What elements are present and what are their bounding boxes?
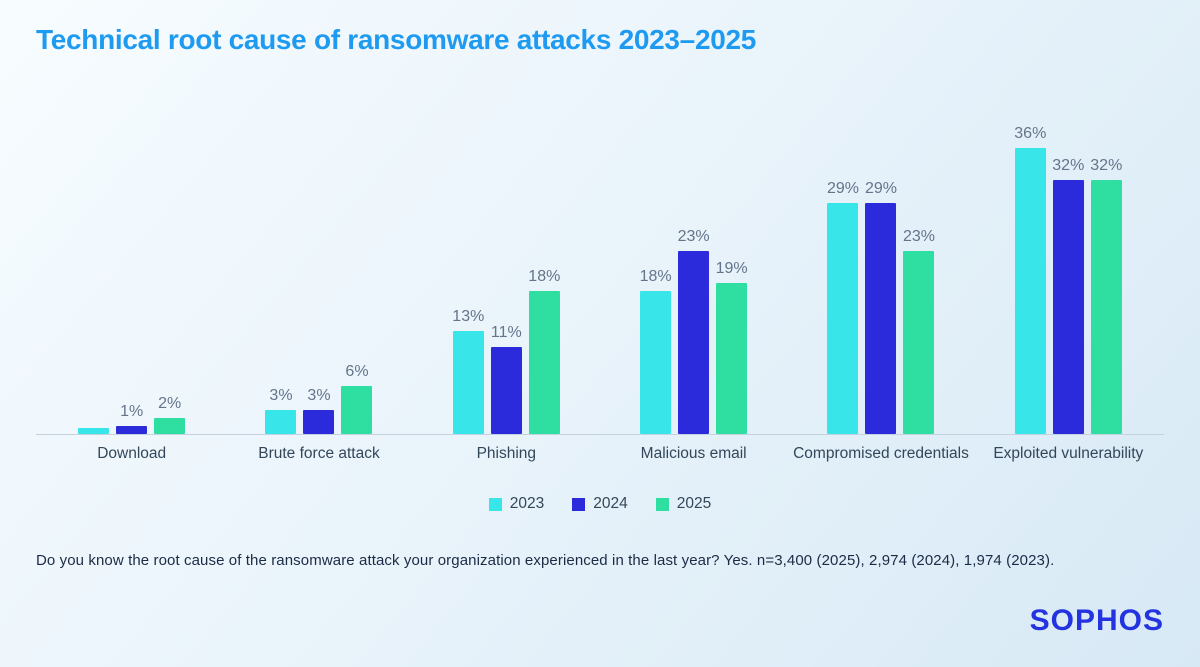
chart-title: Technical root cause of ransomware attac…	[36, 24, 757, 55]
value-label-2025-compromised-credentials: 23%	[902, 228, 935, 245]
legend-label-2023: 2023	[509, 495, 545, 512]
x-axis-line	[36, 434, 1164, 435]
bar-wrap-2024-download: 1%	[116, 403, 148, 434]
bar-cluster: 3% 3% 6%	[225, 363, 412, 434]
bar-group-compromised-credentials: 29% 29% 23%	[787, 100, 974, 434]
bar-wrap-2023-exploited-vulnerability: 36%	[1014, 125, 1047, 434]
value-label-2025-exploited-vulnerability: 32%	[1090, 157, 1123, 174]
bar-group-malicious-email: 18% 23% 19%	[600, 100, 787, 434]
legend-swatch-2023	[488, 497, 502, 511]
legend-item-2023: 2023	[488, 495, 545, 513]
bar-wrap-2023-malicious-email: 18%	[639, 268, 672, 434]
bar-cluster: 36% 32% 32%	[975, 125, 1162, 434]
bar-2023-download	[78, 428, 110, 434]
bar-cluster: 29% 29% 23%	[787, 180, 974, 434]
bar-wrap-2025-brute-force-attack: 6%	[341, 363, 373, 434]
legend-item-2024: 2024	[572, 495, 628, 513]
value-label-2023-malicious-email: 18%	[639, 268, 672, 285]
bar-2024-phishing	[490, 347, 522, 434]
legend-swatch-2025	[655, 497, 669, 511]
bar-wrap-2025-download: 2%	[154, 395, 186, 434]
category-label-exploited-vulnerability: Exploited vulnerability	[993, 445, 1144, 462]
bar-2025-malicious-email	[716, 283, 748, 434]
value-label-2023-phishing: 13%	[452, 308, 485, 325]
value-label-2024-download: 1%	[120, 403, 144, 420]
bar-2024-brute-force-attack	[303, 410, 335, 434]
category-label-brute-force-attack: Brute force attack	[258, 445, 380, 462]
bar-2024-malicious-email	[678, 251, 710, 434]
bar-2024-compromised-credentials	[865, 203, 897, 434]
value-label-2025-brute-force-attack: 6%	[345, 363, 369, 380]
footnote: Do you know the root cause of the ransom…	[36, 552, 1055, 569]
sophos-logo: SOPHOS	[1029, 604, 1164, 637]
bar-wrap-2023-phishing: 13%	[452, 308, 485, 434]
category-label-compromised-credentials: Compromised credentials	[793, 445, 969, 462]
bar-wrap-2025-phishing: 18%	[528, 268, 561, 434]
value-label-2023-compromised-credentials: 29%	[826, 180, 859, 197]
category-label-malicious-email: Malicious email	[640, 445, 747, 462]
bar-chart: 1% 2% 3% 3% 6% 13% 11% 18% 18% 23% 19% 29% 29% 23% 36%…	[38, 100, 1162, 434]
bar-2025-download	[154, 418, 186, 434]
bar-wrap-2024-exploited-vulnerability: 32%	[1052, 157, 1085, 434]
bar-wrap-2024-malicious-email: 23%	[677, 228, 710, 434]
bar-wrap-2023-brute-force-attack: 3%	[265, 387, 297, 434]
bar-cluster: 18% 23% 19%	[600, 228, 787, 434]
value-label-2024-malicious-email: 23%	[677, 228, 710, 245]
bar-cluster: 13% 11% 18%	[413, 268, 600, 434]
legend: 2023 2024 2025	[0, 495, 1200, 513]
value-label-2025-malicious-email: 19%	[715, 260, 748, 277]
bar-group-phishing: 13% 11% 18%	[413, 100, 600, 434]
bar-cluster: 1% 2%	[38, 395, 225, 434]
bar-wrap-2024-phishing: 11%	[490, 324, 522, 434]
value-label-2025-download: 2%	[158, 395, 182, 412]
category-axis-labels: Download Brute force attack Phishing Malici…	[38, 445, 1162, 463]
bar-2025-exploited-vulnerability	[1090, 180, 1122, 434]
value-label-2024-compromised-credentials: 29%	[864, 180, 897, 197]
value-label-2024-exploited-vulnerability: 32%	[1052, 157, 1085, 174]
bar-2023-exploited-vulnerability	[1014, 148, 1046, 434]
value-label-2025-phishing: 18%	[528, 268, 561, 285]
category-label-download: Download	[97, 445, 167, 462]
bar-group-brute-force-attack: 3% 3% 6%	[225, 100, 412, 434]
bar-wrap-2024-compromised-credentials: 29%	[864, 180, 897, 434]
value-label-2024-phishing: 11%	[490, 324, 522, 341]
bar-wrap-2024-brute-force-attack: 3%	[303, 387, 335, 434]
legend-label-2024: 2024	[593, 495, 628, 512]
bar-wrap-2025-compromised-credentials: 23%	[902, 228, 935, 434]
legend-label-2025: 2025	[676, 495, 712, 512]
bar-group-download: 1% 2%	[38, 100, 225, 434]
bar-wrap-2025-malicious-email: 19%	[715, 260, 748, 434]
bar-2023-brute-force-attack	[265, 410, 297, 434]
value-label-2023-brute-force-attack: 3%	[269, 387, 293, 404]
bar-wrap-2025-exploited-vulnerability: 32%	[1090, 157, 1123, 434]
bar-2025-compromised-credentials	[903, 251, 935, 434]
bar-2023-phishing	[452, 331, 484, 434]
bar-wrap-2023-compromised-credentials: 29%	[826, 180, 859, 434]
value-label-2024-brute-force-attack: 3%	[307, 387, 331, 404]
bar-2023-malicious-email	[640, 291, 672, 434]
legend-item-2025: 2025	[655, 495, 712, 513]
value-label-2023-exploited-vulnerability: 36%	[1014, 125, 1047, 142]
bar-2023-compromised-credentials	[827, 203, 859, 434]
bar-2025-phishing	[528, 291, 560, 434]
bar-2024-exploited-vulnerability	[1052, 180, 1084, 434]
bar-group-exploited-vulnerability: 36% 32% 32%	[975, 100, 1162, 434]
category-label-phishing: Phishing	[476, 445, 537, 462]
legend-swatch-2024	[572, 497, 586, 511]
bar-wrap-2023-download	[78, 405, 110, 434]
bar-2025-brute-force-attack	[341, 386, 373, 434]
bar-2024-download	[116, 426, 148, 434]
